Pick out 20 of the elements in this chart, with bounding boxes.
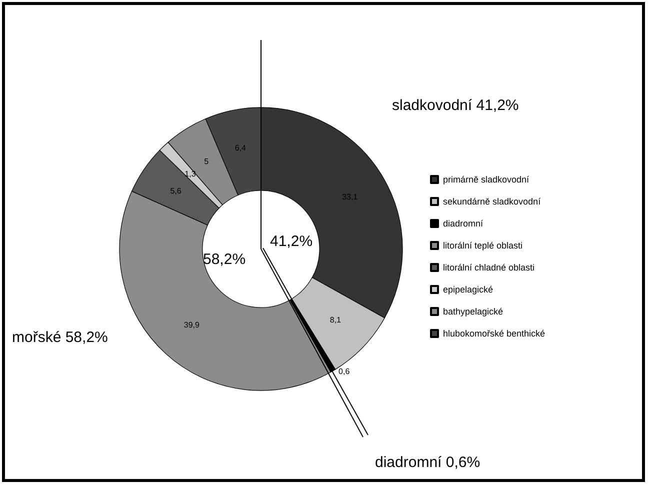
- text: mořské 58,2%: [12, 329, 108, 346]
- legend-label: sekundárně sladkovodní: [443, 196, 542, 206]
- data-label: 6,4: [234, 144, 247, 153]
- data-label: 8,1: [330, 316, 342, 325]
- text: 41,2%: [270, 233, 313, 250]
- legend-label: litorální chladné oblasti: [443, 262, 535, 272]
- legend-label: litorální teplé oblasti: [443, 240, 523, 250]
- data-label: 1,3: [184, 170, 196, 179]
- data-label: 5: [204, 157, 210, 166]
- data-label: 39,9: [184, 320, 200, 330]
- legend-label: bathypelagické: [443, 306, 504, 316]
- data-label: 0,6: [338, 367, 350, 376]
- text: sladkovodní 41,2%: [392, 97, 519, 114]
- legend-label: diadromní: [443, 218, 484, 228]
- text: diadromní 0,6%: [375, 454, 480, 471]
- legend-label: primárně sladkovodní: [443, 174, 530, 184]
- data-label: 5,6: [170, 186, 182, 196]
- legend-label: epipelagické: [443, 284, 494, 294]
- legend-label: hlubokomořské benthické: [443, 328, 546, 338]
- text: 58,2%: [203, 251, 246, 268]
